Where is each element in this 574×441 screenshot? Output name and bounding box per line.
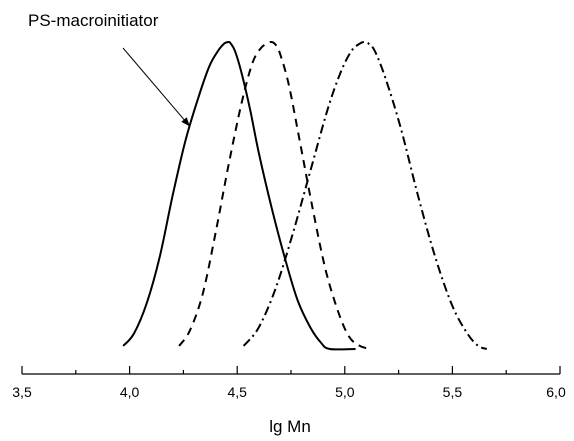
x-tick-label: 6,0	[546, 384, 566, 400]
x-tick-label: 3,5	[12, 384, 32, 400]
annotation-arrowhead	[181, 117, 190, 127]
x-tick-label: 4,5	[227, 384, 247, 400]
series-line-2	[178, 40, 371, 350]
series	[122, 40, 488, 351]
x-tick-label: 4,0	[120, 384, 140, 400]
annotation-label: PS-macroinitiator	[28, 11, 159, 30]
annotation: PS-macroinitiator	[28, 11, 191, 127]
x-axis-label: lg Mn	[269, 417, 311, 436]
annotation-arrow	[122, 47, 191, 127]
x-tick-label: 5,5	[443, 384, 463, 400]
x-ticks: 3,5 4,0 4,5 5,0 5,5 6,0	[12, 366, 566, 400]
series-line-3	[242, 40, 488, 350]
x-tick-label: 5,0	[335, 384, 355, 400]
series-line-1	[122, 40, 356, 351]
